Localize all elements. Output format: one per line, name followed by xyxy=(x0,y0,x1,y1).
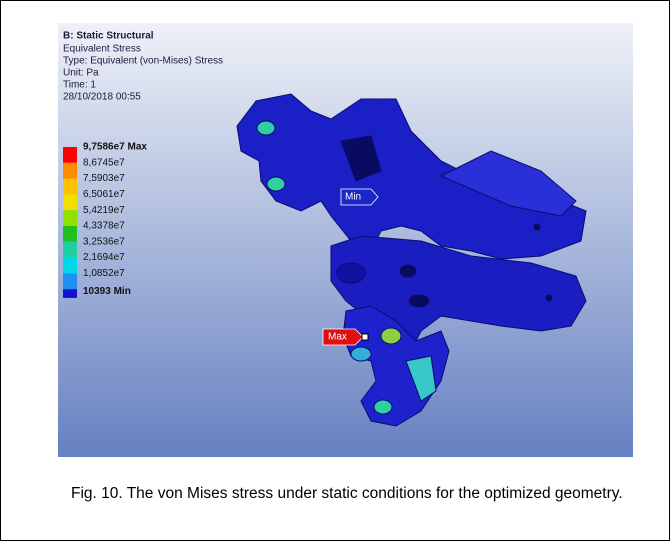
legend-swatch xyxy=(63,163,77,179)
legend-swatch xyxy=(63,147,77,163)
legend-label: 1,0852e7 xyxy=(83,268,125,279)
legend-swatch xyxy=(63,273,77,289)
header-line: 28/10/2018 00:55 xyxy=(63,92,141,103)
header-title: B: Static Structural xyxy=(63,31,154,42)
legend-label: 9,7586e7 Max xyxy=(83,142,147,153)
legend-label: 7,5903e7 xyxy=(83,173,125,184)
max-label: Max xyxy=(328,332,347,343)
legend-swatch xyxy=(63,289,77,298)
legend-label: 4,3378e7 xyxy=(83,221,125,232)
legend-label: 8,6745e7 xyxy=(83,157,125,168)
legend-label: 5,4219e7 xyxy=(83,205,125,216)
header-line: Equivalent Stress xyxy=(63,44,141,55)
min-probe: Min xyxy=(341,189,378,205)
legend-swatch xyxy=(63,210,77,226)
caption: Fig. 10. The von Mises stress under stat… xyxy=(71,482,657,505)
figure: B: Static Structural Equivalent Stress T… xyxy=(0,0,670,541)
min-label: Min xyxy=(345,192,361,203)
legend-label: 6,5061e7 xyxy=(83,189,125,200)
header-line: Time: 1 xyxy=(63,80,96,91)
legend-swatch xyxy=(63,179,77,195)
simulation-screenshot: B: Static Structural Equivalent Stress T… xyxy=(1,1,670,471)
legend-label: 2,1694e7 xyxy=(83,252,125,263)
legend-swatch xyxy=(63,226,77,242)
header-line: Type: Equivalent (von-Mises) Stress xyxy=(63,56,223,67)
legend-label: 10393 Min xyxy=(83,286,131,297)
header-line: Unit: Pa xyxy=(63,68,99,79)
legend-swatch xyxy=(63,242,77,258)
legend-label: 3,2536e7 xyxy=(83,236,125,247)
legend-swatch xyxy=(63,258,77,274)
legend-swatch xyxy=(63,194,77,210)
